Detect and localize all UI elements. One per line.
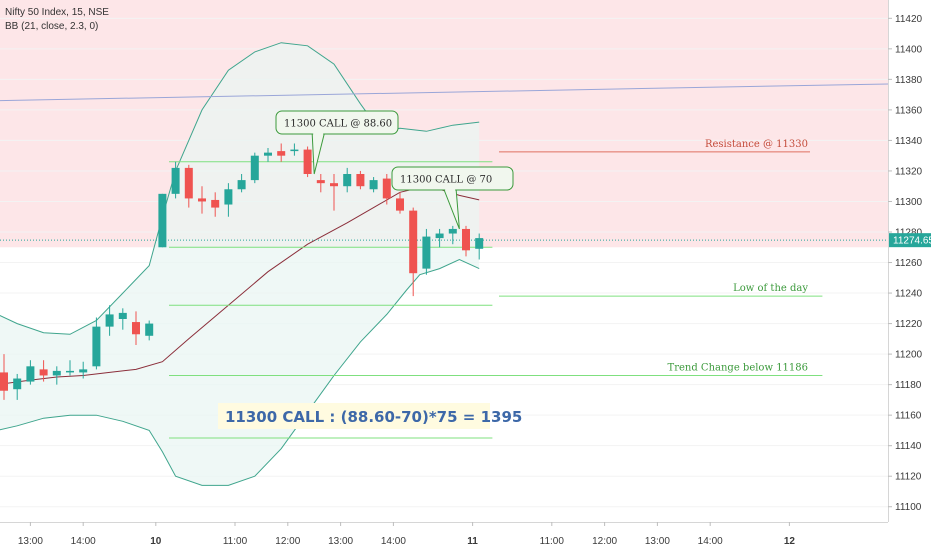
y-tick-label: 11280 <box>895 228 923 239</box>
x-tick-label: 12:00 <box>592 536 617 547</box>
candle-body <box>435 233 444 239</box>
candle-body <box>277 151 286 156</box>
candle-body <box>26 366 35 382</box>
x-tick-label: 14:00 <box>698 536 723 547</box>
x-tick-label: 12 <box>784 536 796 547</box>
candle-body <box>382 178 391 199</box>
candle-body <box>184 167 193 199</box>
candle-body <box>369 180 378 190</box>
x-tick-label: 11:00 <box>540 536 565 547</box>
call-sell-callout-text: 11300 CALL @ 70 <box>400 175 492 186</box>
y-tick-label: 11300 <box>895 197 923 208</box>
trendline <box>0 83 889 102</box>
y-tick-label: 11100 <box>895 502 922 513</box>
candle-body <box>66 370 74 373</box>
x-tick-label: 13:00 <box>645 536 670 547</box>
call-buy-callout-text: 11300 CALL @ 88.60 <box>284 119 392 130</box>
indicator-label[interactable]: BB (21, close, 2.3, 0) <box>5 21 99 32</box>
x-tick-label: 13:00 <box>328 536 353 547</box>
x-tick-label: 14:00 <box>71 536 96 547</box>
candle-body <box>343 174 352 187</box>
candle-body <box>158 193 167 248</box>
candle-body <box>171 167 180 194</box>
candle-body <box>198 198 206 202</box>
y-tick-label: 11200 <box>895 350 923 361</box>
low-of-day-label: Low of the day <box>733 283 808 294</box>
y-tick-label: 11260 <box>895 258 923 269</box>
y-tick-label: 11420 <box>895 14 923 25</box>
bb-fill <box>0 42 480 486</box>
candle-body <box>396 198 404 211</box>
candle-body <box>237 180 246 190</box>
price-tag-box <box>889 233 931 248</box>
price-scale-bg <box>888 0 932 550</box>
formula-box <box>218 403 490 429</box>
x-tick-label: 14:00 <box>381 536 406 547</box>
y-tick-label: 11400 <box>895 44 923 55</box>
candle-body <box>409 210 418 274</box>
candle-body <box>303 149 312 174</box>
candle-body <box>224 189 233 205</box>
candle-body <box>462 228 470 251</box>
candle-body <box>79 369 88 373</box>
y-tick-label: 11120 <box>895 472 922 483</box>
candle-body <box>211 199 220 208</box>
candle-body <box>39 369 48 376</box>
time-axis-bg <box>0 522 888 550</box>
call-buy-callout-box <box>275 110 399 135</box>
candle-body <box>290 149 299 152</box>
candle-body <box>448 228 457 234</box>
candle-body <box>52 370 61 376</box>
x-tick-label: 13:00 <box>18 536 43 547</box>
y-tick-label: 11220 <box>895 319 923 330</box>
trend-change-label: Trend Change below 11186 <box>668 362 808 373</box>
x-tick-label: 12:00 <box>275 536 300 547</box>
y-tick-label: 11180 <box>895 380 922 391</box>
candle-body <box>105 314 114 327</box>
resistance-label: Resistance @ 11330 <box>705 139 808 150</box>
candles <box>0 143 484 400</box>
candle-body <box>145 323 154 336</box>
candle-body <box>330 183 338 187</box>
symbol-title[interactable]: Nifty 50 Index, 15, NSE <box>5 7 109 18</box>
callouts[interactable]: Resistance @ 11330 Low of the day Trend Ch… <box>218 110 808 429</box>
candle-body <box>250 155 259 181</box>
price-tag-label: 11274.65 <box>893 236 932 247</box>
candle-body <box>132 322 140 335</box>
candle-body <box>356 174 365 187</box>
y-tick-label: 11380 <box>895 75 923 86</box>
candle-body <box>316 180 325 184</box>
x-tick-label: 11:00 <box>223 536 248 547</box>
y-tick-label: 11360 <box>895 105 923 116</box>
candle-body <box>422 236 431 269</box>
y-tick-label: 11320 <box>895 166 923 177</box>
candle-body <box>92 326 101 367</box>
y-tick-label: 11140 <box>895 441 922 452</box>
horizontal-levels[interactable] <box>0 83 889 439</box>
chart-legend: Nifty 50 Index, 15, NSE BB (21, close, 2… <box>5 6 109 34</box>
x-tick-label: 10 <box>150 536 162 547</box>
candle-body <box>13 378 22 390</box>
formula-text: 11300 CALL : (88.60-70)*75 = 1395 <box>225 408 522 426</box>
candle-body <box>475 238 484 249</box>
y-tick-label: 11240 <box>895 289 923 300</box>
candle-body <box>118 312 127 319</box>
candle-body <box>0 372 8 391</box>
x-tick-label: 11 <box>467 536 478 547</box>
y-tick-label: 11160 <box>895 411 922 422</box>
y-tick-label: 11340 <box>895 136 923 147</box>
candle-body <box>264 152 272 156</box>
